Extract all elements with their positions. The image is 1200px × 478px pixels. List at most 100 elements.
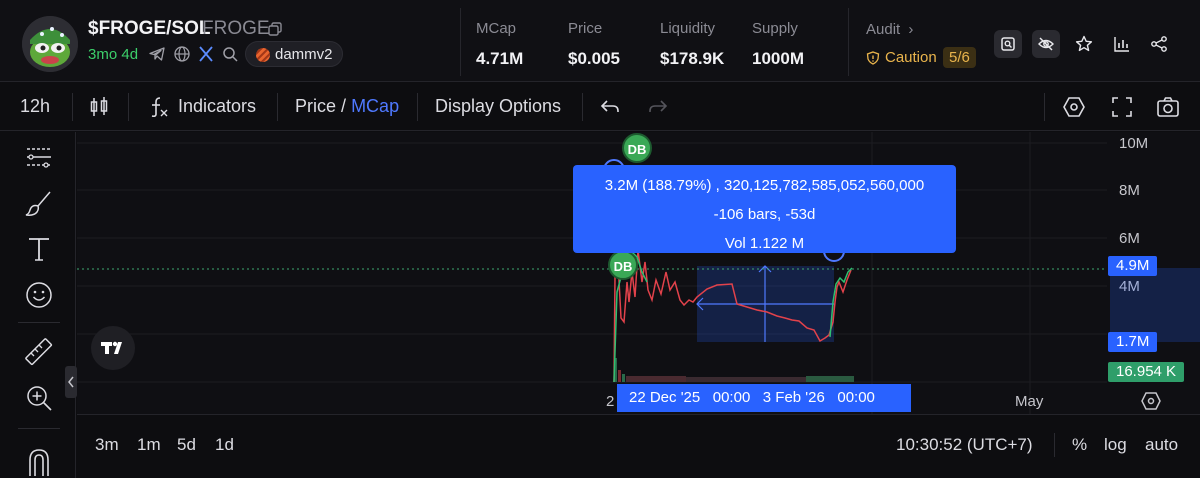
volume-bars xyxy=(614,358,854,382)
chevron-left-icon xyxy=(68,376,74,388)
token-pair-name: $FROGE/SOL xyxy=(88,18,211,39)
favorite-button[interactable] xyxy=(1070,30,1098,58)
tradingview-logo xyxy=(91,326,135,370)
pool-badge[interactable]: dammv2 xyxy=(245,41,343,67)
audit-score-badge: 5/6 xyxy=(943,47,976,68)
globe-icon[interactable] xyxy=(173,45,191,63)
ruler-icon[interactable] xyxy=(24,337,54,367)
screenshot-button[interactable] xyxy=(994,30,1022,58)
x-axis-label: May xyxy=(1015,393,1044,410)
price-line-up-tail xyxy=(829,267,853,338)
stat-label: Liquidity xyxy=(660,20,716,37)
tools-divider xyxy=(18,322,60,323)
token-header: $FROGE/SOL FROGE 3mo 4d dammv2 MCap 4.71… xyxy=(0,0,1200,82)
stat-value: $178.9K xyxy=(660,49,725,68)
shield-caution-icon xyxy=(866,51,880,65)
y-axis-label: 10M xyxy=(1119,135,1149,152)
audit-label: Audit xyxy=(866,21,901,38)
range-1d[interactable]: 1d xyxy=(215,435,234,454)
toolbar-divider xyxy=(277,93,278,121)
tools-divider xyxy=(18,428,60,429)
date-range-tag: 22 Dec '25 00:00 3 Feb '26 00:00 xyxy=(617,384,911,412)
measure-arrow-left xyxy=(696,297,704,311)
stat-value: 4.71M xyxy=(476,49,524,68)
range-3m[interactable]: 3m xyxy=(95,435,119,454)
trend-lines-icon[interactable] xyxy=(24,142,54,172)
stat-liquidity: Liquidity $178.9K xyxy=(660,20,724,69)
collapse-tools-button[interactable] xyxy=(65,366,77,398)
telegram-icon[interactable] xyxy=(148,45,166,63)
function-icon[interactable] xyxy=(146,95,170,119)
x-axis-label: 2 xyxy=(606,393,615,410)
scan-icon xyxy=(1001,37,1015,51)
range-5d[interactable]: 5d xyxy=(177,435,196,454)
magnet-icon[interactable] xyxy=(24,446,54,476)
candlestick-icon[interactable] xyxy=(87,95,111,119)
toolbar-divider xyxy=(582,93,583,121)
undo-icon[interactable] xyxy=(598,95,622,119)
redo-icon[interactable] xyxy=(646,95,670,119)
toolbar-divider xyxy=(417,93,418,121)
emoji-icon[interactable] xyxy=(24,280,54,310)
timezone-clock[interactable]: 10:30:52 (UTC+7) xyxy=(896,435,1033,454)
drawing-toolbar xyxy=(0,132,76,478)
stat-value: $0.005 xyxy=(568,49,620,68)
y-axis-label: 8M xyxy=(1119,182,1140,199)
stat-label: Supply xyxy=(752,20,798,37)
copy-icon[interactable] xyxy=(268,22,282,36)
indicators-button[interactable]: Indicators xyxy=(178,96,257,116)
text-tool-icon[interactable] xyxy=(24,234,54,264)
hide-button[interactable] xyxy=(1032,30,1060,58)
display-options-button[interactable]: Display Options xyxy=(435,96,562,116)
mcap-option[interactable]: MCap xyxy=(351,96,400,116)
header-divider xyxy=(460,8,461,76)
axis-settings-icon[interactable] xyxy=(1140,390,1162,412)
pool-logo-icon xyxy=(256,48,270,62)
zoom-in-icon[interactable] xyxy=(24,383,54,413)
token-age: 3mo 4d xyxy=(88,46,139,63)
y-axis-label: 4M xyxy=(1119,278,1140,295)
share-icon xyxy=(1151,36,1167,52)
audit-link[interactable]: Audit › xyxy=(866,21,913,38)
fullscreen-icon[interactable] xyxy=(1110,95,1134,119)
toggle-separator: / xyxy=(341,96,347,116)
stat-label: Price xyxy=(568,20,603,37)
range-1m[interactable]: 1m xyxy=(137,435,161,454)
toolbar-divider xyxy=(1044,93,1045,121)
price-mcap-toggle[interactable]: Price / MCap xyxy=(295,96,399,117)
price-line xyxy=(613,249,852,383)
axis-range-highlight xyxy=(1110,268,1200,342)
current-price-tag: 4.9M xyxy=(1108,256,1158,276)
eye-off-icon xyxy=(1038,37,1054,51)
volume-tag: 16.954 K xyxy=(1108,362,1185,382)
range-low-tag: 1.7M xyxy=(1108,332,1158,352)
percent-scale-toggle[interactable]: % xyxy=(1072,435,1088,454)
dev-buy-badge[interactable]: DB xyxy=(622,133,652,163)
chart-canvas[interactable] xyxy=(77,132,1200,414)
y-axis-label: 6M xyxy=(1119,230,1140,247)
log-scale-toggle[interactable]: log xyxy=(1104,435,1127,454)
audit-status: Caution xyxy=(885,49,937,66)
toolbar-divider xyxy=(72,93,73,121)
camera-icon[interactable] xyxy=(1156,95,1180,119)
stat-value: 1000M xyxy=(752,49,804,68)
x-twitter-icon[interactable] xyxy=(197,45,215,63)
pool-name: dammv2 xyxy=(275,46,333,63)
compare-button[interactable] xyxy=(1108,30,1136,58)
measure-arrow-up xyxy=(758,265,772,273)
brush-icon[interactable] xyxy=(24,188,54,218)
stat-price: Price $0.005 xyxy=(568,20,620,69)
chart-bottom-bar: 3m 1m 5d 1d 10:30:52 (UTC+7) % log auto xyxy=(77,414,1200,478)
token-symbol: FROGE xyxy=(202,18,270,39)
chevron-right-icon: › xyxy=(908,21,914,38)
measure-change: 3.2M (188.79%) , 320,125,782,585,052,560… xyxy=(604,177,925,194)
measure-bars: -106 bars, -53d xyxy=(713,206,816,223)
settings-hexagon-icon[interactable] xyxy=(1062,95,1086,119)
interval-selector[interactable]: 12h xyxy=(20,96,51,116)
share-button[interactable] xyxy=(1145,30,1173,58)
search-icon[interactable] xyxy=(221,45,239,63)
measure-tooltip: 3.2M (188.79%) , 320,125,782,585,052,560… xyxy=(573,165,956,253)
auto-scale-toggle[interactable]: auto xyxy=(1145,435,1179,454)
stat-supply: Supply 1000M xyxy=(752,20,804,69)
price-option[interactable]: Price xyxy=(295,96,337,116)
